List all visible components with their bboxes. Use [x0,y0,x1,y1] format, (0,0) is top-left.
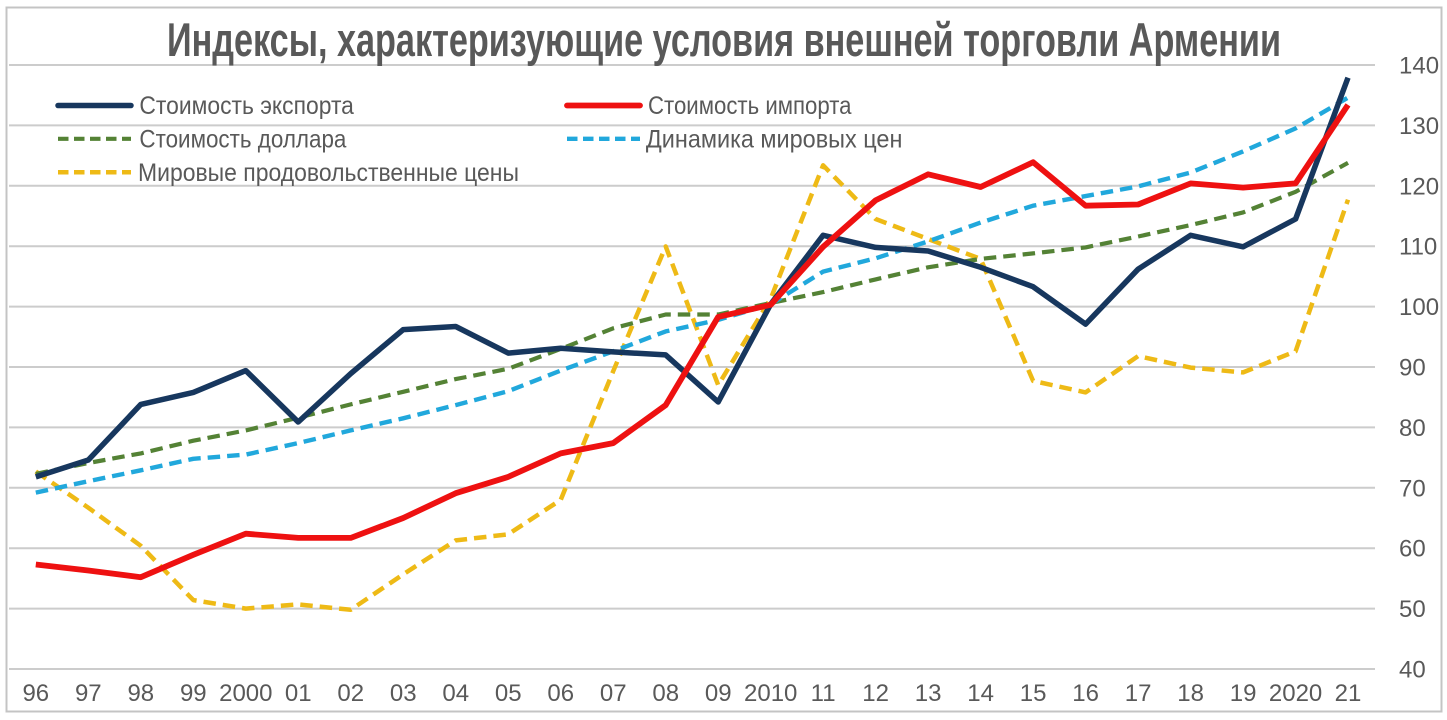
svg-text:Стоимость доллара: Стоимость доллара [139,125,346,153]
svg-text:12: 12 [862,680,889,707]
svg-text:80: 80 [1399,415,1426,442]
svg-text:19: 19 [1230,680,1257,707]
svg-text:2010: 2010 [744,680,797,707]
svg-text:2020: 2020 [1269,680,1322,707]
svg-text:140: 140 [1399,53,1439,80]
svg-text:100: 100 [1399,294,1439,321]
svg-text:2000: 2000 [219,680,272,707]
svg-text:130: 130 [1399,113,1439,140]
svg-text:96: 96 [22,680,49,707]
svg-text:40: 40 [1399,657,1426,684]
svg-text:Стоимость импорта: Стоимость импорта [648,92,852,120]
svg-text:97: 97 [75,680,102,707]
svg-text:110: 110 [1399,234,1437,261]
svg-text:Стоимость экспорта: Стоимость экспорта [139,92,354,120]
svg-text:15: 15 [1020,680,1047,707]
svg-text:07: 07 [600,680,627,707]
svg-text:120: 120 [1399,173,1439,200]
svg-text:90: 90 [1399,355,1426,382]
svg-text:50: 50 [1399,596,1426,623]
svg-text:Индексы, характеризующие услов: Индексы, характеризующие условия внешней… [167,13,1281,66]
svg-text:01: 01 [285,680,312,707]
svg-text:09: 09 [705,680,732,707]
svg-text:21: 21 [1335,680,1362,707]
svg-text:13: 13 [915,680,942,707]
svg-text:03: 03 [390,680,417,707]
svg-text:Динамика мировых цен: Динамика мировых цен [646,125,903,153]
svg-text:08: 08 [652,680,679,707]
svg-text:04: 04 [442,680,469,707]
svg-text:17: 17 [1125,680,1152,707]
svg-text:06: 06 [547,680,574,707]
svg-text:02: 02 [337,680,364,707]
svg-text:98: 98 [127,680,154,707]
svg-text:70: 70 [1399,475,1426,502]
svg-text:14: 14 [967,680,994,707]
svg-text:60: 60 [1399,536,1426,563]
svg-text:11: 11 [811,680,836,707]
svg-text:05: 05 [495,680,522,707]
svg-text:Мировые продовольственные цены: Мировые продовольственные цены [138,159,519,187]
svg-text:18: 18 [1177,680,1204,707]
svg-text:16: 16 [1072,680,1099,707]
svg-text:99: 99 [180,680,207,707]
